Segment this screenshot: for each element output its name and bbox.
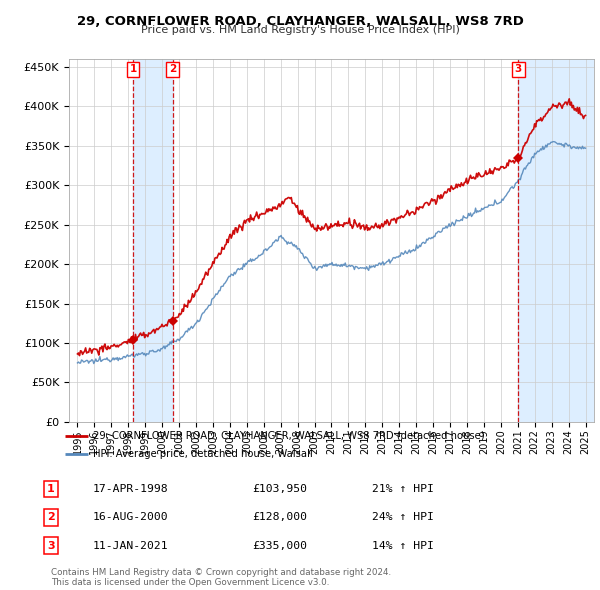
Bar: [133, 59, 173, 422]
Text: This data is licensed under the Open Government Licence v3.0.: This data is licensed under the Open Gov…: [51, 578, 329, 587]
Text: 2: 2: [169, 64, 176, 74]
Text: 21% ↑ HPI: 21% ↑ HPI: [372, 484, 434, 494]
Text: 24% ↑ HPI: 24% ↑ HPI: [372, 513, 434, 522]
Bar: [518, 59, 594, 422]
Text: 11-JAN-2021: 11-JAN-2021: [93, 541, 169, 550]
Text: £335,000: £335,000: [252, 541, 307, 550]
Text: 29, CORNFLOWER ROAD, CLAYHANGER, WALSALL, WS8 7RD (detached house): 29, CORNFLOWER ROAD, CLAYHANGER, WALSALL…: [94, 431, 485, 441]
Text: 1: 1: [47, 484, 55, 494]
Text: 3: 3: [515, 64, 522, 74]
Text: 3: 3: [47, 541, 55, 550]
Text: 14% ↑ HPI: 14% ↑ HPI: [372, 541, 434, 550]
Text: 1: 1: [130, 64, 137, 74]
Text: 16-AUG-2000: 16-AUG-2000: [93, 513, 169, 522]
Text: 17-APR-1998: 17-APR-1998: [93, 484, 169, 494]
Text: £128,000: £128,000: [252, 513, 307, 522]
Text: Contains HM Land Registry data © Crown copyright and database right 2024.: Contains HM Land Registry data © Crown c…: [51, 568, 391, 577]
Text: HPI: Average price, detached house, Walsall: HPI: Average price, detached house, Wals…: [94, 448, 313, 458]
Text: Price paid vs. HM Land Registry's House Price Index (HPI): Price paid vs. HM Land Registry's House …: [140, 25, 460, 35]
Text: 29, CORNFLOWER ROAD, CLAYHANGER, WALSALL, WS8 7RD: 29, CORNFLOWER ROAD, CLAYHANGER, WALSALL…: [77, 15, 523, 28]
Text: 2: 2: [47, 513, 55, 522]
Text: £103,950: £103,950: [252, 484, 307, 494]
